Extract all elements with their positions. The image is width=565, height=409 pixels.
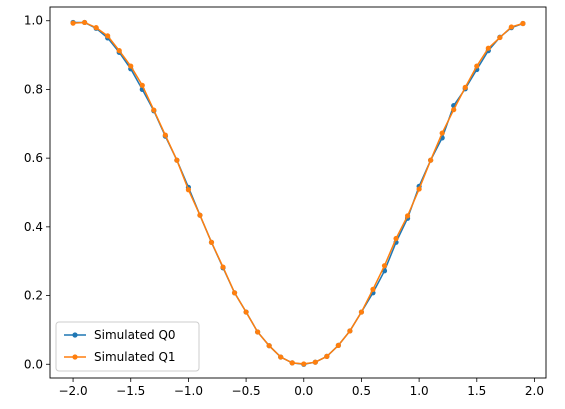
data-point-simulated-q1: [451, 107, 457, 113]
legend-box: [55, 321, 200, 372]
data-point-simulated-q1: [93, 25, 99, 31]
data-point-simulated-q1: [220, 264, 226, 270]
data-point-simulated-q1: [139, 82, 145, 88]
x-tick-label: 0.5: [352, 384, 371, 398]
data-point-simulated-q1: [174, 157, 180, 163]
y-tick-label: 0.4: [24, 220, 43, 234]
data-point-simulated-q1: [335, 342, 341, 348]
x-tick-label: −0.5: [232, 384, 261, 398]
legend-swatch-marker: [72, 332, 78, 338]
data-point-simulated-q1: [255, 329, 261, 335]
y-tick-label: 0.2: [24, 289, 43, 303]
data-point-simulated-q1: [439, 130, 445, 136]
data-point-simulated-q1: [289, 360, 295, 366]
y-tick-label: 0.6: [24, 151, 43, 165]
data-point-simulated-q1: [185, 187, 192, 193]
data-point-simulated-q1: [82, 19, 88, 26]
data-point-simulated-q1: [416, 186, 422, 192]
data-point-simulated-q1: [243, 309, 249, 315]
series-layer: [70, 19, 526, 367]
data-point-simulated-q1: [278, 354, 284, 360]
data-point-simulated-q1: [116, 48, 122, 54]
data-point-simulated-q1: [404, 213, 411, 219]
data-point-simulated-q1: [462, 84, 468, 90]
data-point-simulated-q1: [128, 63, 134, 69]
y-tick-label: 1.0: [24, 14, 43, 28]
legend-label: Simulated Q0: [94, 328, 176, 342]
x-tick-label: −1.0: [174, 384, 203, 398]
y-axis: 0.0 0.2 0.4 0.6 0.8 1.0: [24, 14, 50, 371]
data-point-simulated-q1: [474, 63, 480, 69]
data-point-simulated-q1: [370, 286, 376, 292]
data-point-simulated-q1: [266, 343, 272, 349]
data-point-simulated-q1: [381, 263, 388, 269]
data-point-simulated-q1: [428, 157, 434, 163]
data-point-simulated-q1: [301, 361, 307, 367]
plot-frame: [49, 6, 547, 379]
data-point-simulated-q1: [197, 212, 203, 218]
x-axis: −2.0 −1.5 −1.0 −0.5 0.0 0.5 1.0 1.5 2.0: [58, 378, 544, 398]
legend: Simulated Q0 Simulated Q1: [55, 321, 200, 372]
data-point-simulated-q1: [105, 33, 111, 39]
x-tick-label: 0.0: [294, 384, 313, 398]
data-point-simulated-q1: [312, 359, 318, 365]
legend-swatch-marker: [72, 354, 78, 360]
series-line-simulated-q1: [73, 21, 524, 365]
x-tick-label: 2.0: [525, 384, 544, 398]
data-point-simulated-q1: [508, 24, 514, 30]
data-point-simulated-q1: [231, 290, 238, 296]
data-point-simulated-q1: [485, 45, 491, 51]
legend-label: Simulated Q1: [94, 350, 176, 364]
x-tick-label: 1.5: [467, 384, 486, 398]
data-point-simulated-q1: [358, 309, 365, 315]
data-point-simulated-q1: [70, 20, 76, 26]
y-tick-label: 0.8: [24, 82, 43, 96]
data-point-simulated-q1: [324, 353, 330, 359]
data-point-simulated-q1: [208, 239, 215, 245]
x-tick-label: 1.0: [410, 384, 429, 398]
y-tick-label: 0.0: [24, 357, 43, 371]
data-point-simulated-q1: [162, 132, 168, 138]
x-tick-label: −2.0: [58, 384, 87, 398]
data-point-simulated-q1: [393, 235, 399, 242]
data-point-simulated-q1: [151, 107, 157, 113]
x-tick-label: −1.5: [116, 384, 145, 398]
data-point-simulated-q1: [520, 20, 526, 27]
data-point-simulated-q1: [347, 328, 353, 334]
data-point-simulated-q1: [497, 34, 503, 41]
